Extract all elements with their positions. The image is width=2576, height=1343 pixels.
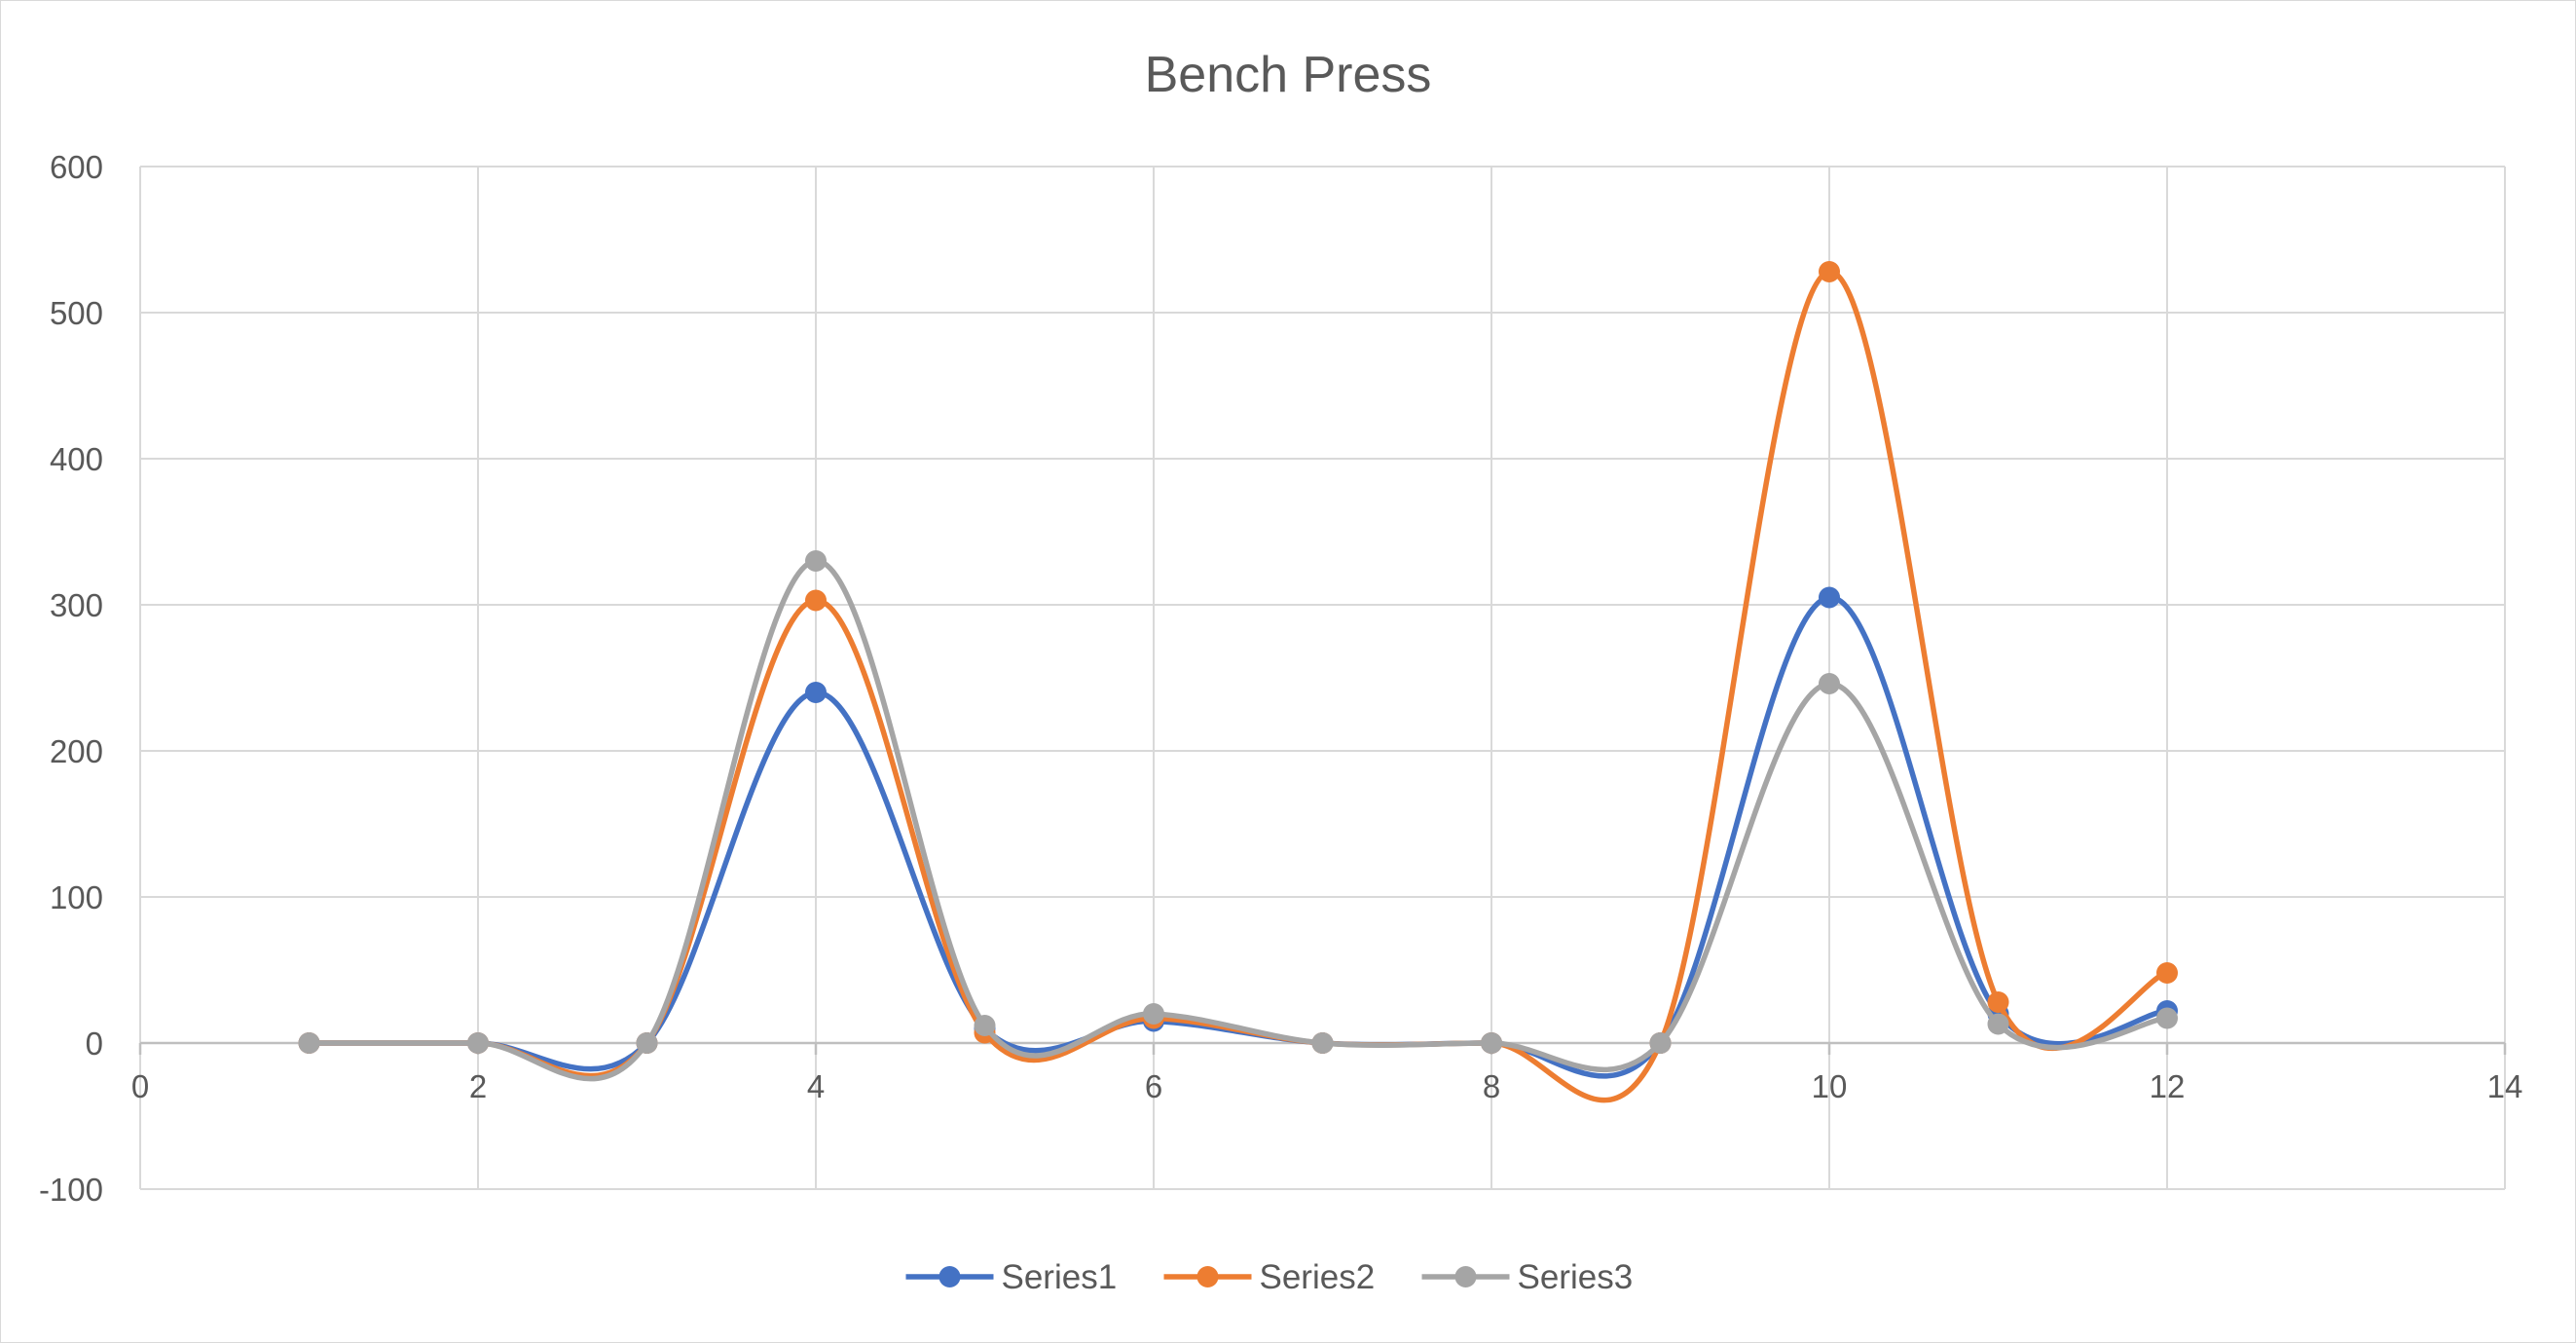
- data-point-marker: [1481, 1032, 1502, 1054]
- data-point-marker: [805, 682, 827, 703]
- y-tick-label: 300: [50, 587, 103, 623]
- x-tick-label: 14: [2487, 1068, 2523, 1104]
- legend-item: Series3: [1421, 1258, 1634, 1296]
- legend-label: Series1: [1002, 1258, 1118, 1296]
- data-point-marker: [974, 1015, 996, 1036]
- x-tick-label: 10: [1812, 1068, 1848, 1104]
- y-tick-label: -100: [39, 1172, 103, 1208]
- legend-item: Series1: [905, 1258, 1118, 1296]
- legend-label: Series2: [1260, 1258, 1376, 1296]
- data-point-marker: [1819, 261, 1840, 282]
- y-tick-label: 500: [50, 295, 103, 331]
- data-point-marker: [1143, 1003, 1164, 1025]
- axes: -100 0 100 200 300 400 500 600 0 2 4 6 8 10 12 14: [39, 149, 2522, 1208]
- legend-marker: [1454, 1266, 1477, 1287]
- x-tick-label: 0: [131, 1068, 149, 1104]
- legend-marker: [938, 1266, 961, 1287]
- data-point-marker: [1649, 1032, 1672, 1054]
- legend-label: Series3: [1518, 1258, 1634, 1296]
- series-lines: [298, 261, 2178, 1103]
- x-tick-label: 6: [1145, 1068, 1162, 1104]
- data-point-marker: [467, 1032, 489, 1054]
- y-tick-label: 0: [86, 1026, 103, 1062]
- legend-item: Series2: [1163, 1258, 1376, 1296]
- data-point-marker: [636, 1032, 658, 1054]
- legend-marker: [1196, 1266, 1219, 1287]
- data-point-marker: [805, 589, 827, 612]
- data-point-marker: [1819, 586, 1840, 609]
- data-point-marker: [298, 1032, 320, 1054]
- data-point-marker: [2156, 962, 2178, 984]
- data-point-marker: [1987, 991, 2009, 1013]
- y-tick-label: 400: [50, 441, 103, 477]
- x-tick-label: 12: [2150, 1068, 2186, 1104]
- y-tick-label: 100: [50, 879, 103, 915]
- chart-title: Bench Press: [1145, 47, 1432, 103]
- data-point-marker: [1819, 673, 1840, 694]
- data-point-marker: [805, 550, 827, 572]
- series-series1: [298, 586, 2178, 1079]
- x-tick-label: 4: [807, 1068, 825, 1104]
- series-series2: [298, 261, 2178, 1103]
- y-tick-label: 200: [50, 733, 103, 769]
- data-point-marker: [2156, 1007, 2178, 1029]
- series-series3: [298, 550, 2178, 1082]
- series-line: [306, 558, 2170, 1082]
- data-point-marker: [1987, 1013, 2009, 1035]
- x-tick-label: 2: [469, 1068, 487, 1104]
- x-tick-label: 8: [1483, 1068, 1500, 1104]
- legend: Series1 Series2 Series3: [905, 1258, 1634, 1296]
- series-line: [306, 269, 2170, 1103]
- y-tick-label: 600: [50, 149, 103, 185]
- data-point-marker: [1311, 1032, 1334, 1054]
- series-line: [306, 594, 2170, 1079]
